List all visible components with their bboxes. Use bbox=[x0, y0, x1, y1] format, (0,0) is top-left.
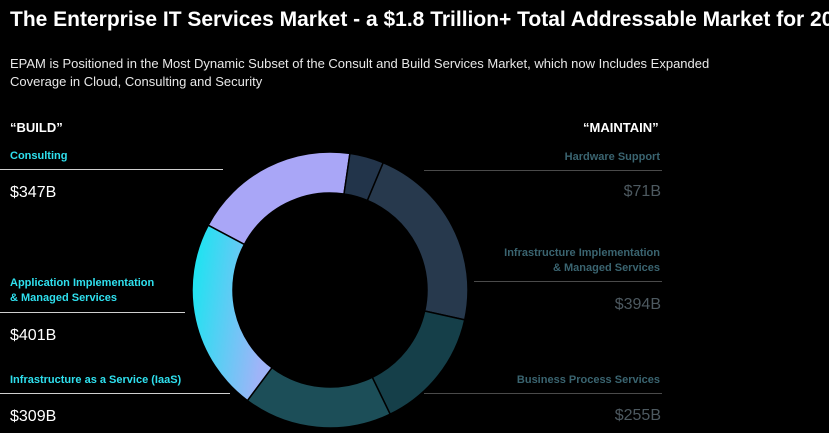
bps-rule bbox=[424, 393, 662, 394]
app-impl-label-line1: Application Implementation bbox=[10, 277, 155, 289]
iaas-rule bbox=[0, 393, 230, 394]
infra-impl-label-line1: Infrastructure Implementation bbox=[504, 247, 660, 259]
hardware-rule bbox=[424, 170, 662, 171]
donut-segment-consulting bbox=[207, 151, 351, 246]
page-subtitle: EPAM is Positioned in the Most Dynamic S… bbox=[10, 56, 710, 89]
infra-impl-label-line2: & Managed Services bbox=[553, 262, 660, 274]
maintain-column-heading: “MAINTAIN” bbox=[583, 120, 659, 135]
donut-segment-infrastructure-as-a-service-iaas bbox=[246, 366, 392, 429]
hardware-value: $71B bbox=[623, 183, 661, 200]
hardware-label: Hardware Support bbox=[564, 151, 660, 163]
donut-segment-business-process-services bbox=[371, 310, 466, 416]
app-impl-rule bbox=[0, 312, 185, 313]
iaas-label: Infrastructure as a Service (IaaS) bbox=[10, 374, 182, 386]
consulting-rule bbox=[0, 169, 223, 170]
donut-segment-infrastructure-implementation-managed-services bbox=[366, 161, 469, 321]
donut-segment-application-implementation-managed-services bbox=[191, 224, 273, 402]
page-title: The Enterprise IT Services Market - a $1… bbox=[10, 8, 829, 31]
bps-label: Business Process Services bbox=[516, 374, 660, 386]
consulting-value: $347B bbox=[10, 184, 57, 201]
app-impl-label-line2: & Managed Services bbox=[10, 292, 117, 304]
infra-impl-rule bbox=[474, 281, 662, 282]
bps-value: $255B bbox=[614, 407, 661, 424]
build-column-heading: “BUILD” bbox=[10, 120, 63, 135]
iaas-value: $309B bbox=[10, 408, 57, 425]
consulting-label: Consulting bbox=[10, 150, 68, 162]
app-impl-value: $401B bbox=[10, 327, 57, 344]
infra-impl-value: $394B bbox=[614, 296, 661, 313]
